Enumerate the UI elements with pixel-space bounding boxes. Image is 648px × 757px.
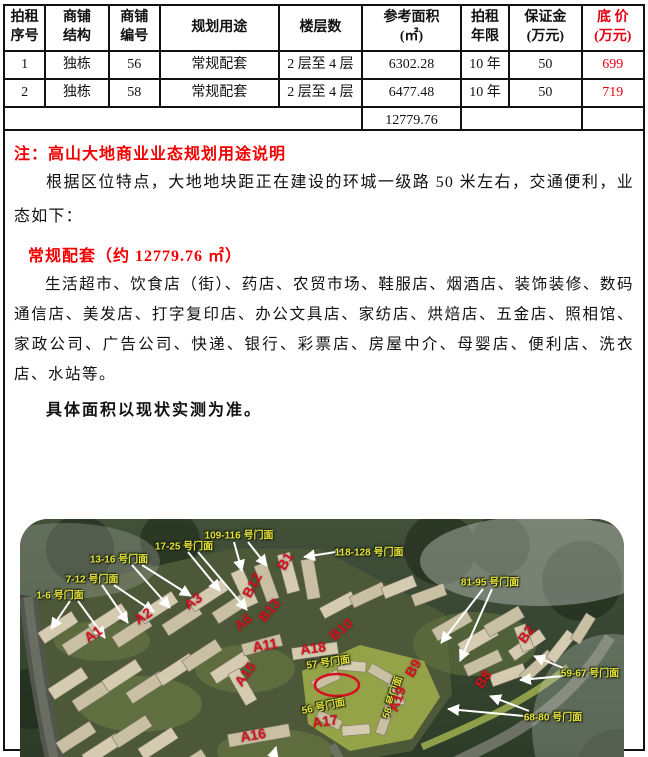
table-row: 1 独栋 56 常规配套 2 层至 4 层 6302.28 10 年 50 69… bbox=[2, 50, 646, 80]
col-header-years: 拍租 年限 bbox=[459, 4, 511, 52]
cell-price: 699 bbox=[580, 50, 646, 80]
cell-price: 719 bbox=[580, 78, 646, 108]
col-header-price: 底 价 (万元) bbox=[580, 4, 646, 52]
building-code-label: A11 bbox=[251, 634, 279, 656]
building-code-label: B13 bbox=[254, 595, 284, 625]
door-range-label: 13-16 号门面 bbox=[89, 554, 149, 566]
lease-table: 拍租 序号 商铺 结构 商铺 编号 规划用途 楼层数 参考面积 (㎡) 拍租 年… bbox=[2, 4, 646, 136]
col-header-number: 商铺 编号 bbox=[107, 4, 161, 52]
building-code-label: B8 bbox=[471, 667, 495, 691]
site-map-image: 1-6 号门面 7-12 号门面 13-16 号门面 17-25 号门面 109-116… bbox=[20, 519, 624, 757]
notes-paragraph-location: 根据区位特点，大地地块距正在建设的环城一级路 50 米左右，交通便利，业态如下： bbox=[14, 174, 634, 225]
building-code-label: B9 bbox=[401, 656, 425, 680]
col-header-seq: 拍租 序号 bbox=[2, 4, 47, 52]
door-range-label: 7-12 号门面 bbox=[65, 574, 119, 586]
center-highlight-ellipse bbox=[313, 672, 361, 698]
door-range-label: 1-6 号门面 bbox=[36, 590, 84, 602]
building-code-label: B2 bbox=[514, 622, 538, 646]
building-code-label: A17 bbox=[311, 711, 339, 731]
cell-years: 10 年 bbox=[459, 78, 511, 108]
col-header-use: 规划用途 bbox=[158, 4, 280, 52]
table-header-row: 拍租 序号 商铺 结构 商铺 编号 规划用途 楼层数 参考面积 (㎡) 拍租 年… bbox=[2, 4, 646, 52]
door-range-label: 17-25 号门面 bbox=[154, 541, 214, 553]
col-header-area: 参考面积 (㎡) bbox=[361, 4, 462, 52]
table-row: 2 独栋 58 常规配套 2 层至 4 层 6477.48 10 年 50 71… bbox=[2, 78, 646, 108]
door-range-label: 68-80 号门面 bbox=[523, 712, 583, 724]
cell-seq: 2 bbox=[2, 78, 47, 108]
cell-seq: 1 bbox=[2, 50, 47, 80]
cell-use: 常规配套 bbox=[158, 78, 280, 108]
cell-area: 6302.28 bbox=[361, 50, 462, 80]
cell-deposit: 50 bbox=[508, 50, 583, 80]
aerial-render-art bbox=[20, 519, 624, 757]
map-label-layer: 1-6 号门面 7-12 号门面 13-16 号门面 17-25 号门面 109-116… bbox=[20, 519, 624, 757]
notes-paragraph-measure: 具体面积以现状实测为准。 bbox=[46, 402, 263, 419]
door-range-label: 109-116 号门面 bbox=[204, 530, 274, 542]
building-code-label: A3 bbox=[181, 589, 205, 613]
cell-number: 58 bbox=[107, 78, 161, 108]
building-code-label: B10 bbox=[326, 614, 356, 644]
building-code-label: A16 bbox=[238, 724, 268, 746]
cell-years: 10 年 bbox=[459, 50, 511, 80]
door-range-label: 59-67 号门面 bbox=[560, 668, 620, 680]
cell-floors: 2 层至 4 层 bbox=[277, 78, 364, 108]
notes-title: 注：高山大地商业业态规划用途说明 bbox=[14, 146, 287, 163]
notes-section: 注：高山大地商业业态规划用途说明 根据区位特点，大地地块距正在建设的环城一级路 … bbox=[3, 129, 645, 757]
door-range-label: 81-95 号门面 bbox=[460, 577, 520, 589]
door-range-label: 118-128 号门面 bbox=[334, 547, 404, 559]
col-header-floors: 楼层数 bbox=[277, 4, 364, 52]
cell-structure: 独栋 bbox=[44, 50, 110, 80]
cell-number: 56 bbox=[107, 50, 161, 80]
col-header-deposit: 保证金 (万元) bbox=[508, 4, 583, 52]
notes-paragraph-shops: 生活超市、饮食店（街）、药店、农贸市场、鞋服店、烟酒店、装饰装修、数码通信店、美… bbox=[14, 276, 634, 383]
cell-area: 6477.48 bbox=[361, 78, 462, 108]
notes-subtitle-use: 常规配套（约 12779.76 ㎡） bbox=[28, 248, 243, 265]
building-code-label: B1 bbox=[273, 549, 297, 573]
building-code-label: A2 bbox=[131, 604, 155, 628]
building-code-label: A1 bbox=[81, 622, 105, 646]
building-code-label: A6 bbox=[230, 610, 256, 634]
cell-floors: 2 层至 4 层 bbox=[277, 50, 364, 80]
building-code-label: A15 bbox=[231, 658, 259, 690]
cell-deposit: 50 bbox=[508, 78, 583, 108]
col-header-structure: 商铺 结构 bbox=[44, 4, 110, 52]
cell-use: 常规配套 bbox=[158, 50, 280, 80]
building-code-label: B12 bbox=[238, 569, 266, 601]
cell-structure: 独栋 bbox=[44, 78, 110, 108]
